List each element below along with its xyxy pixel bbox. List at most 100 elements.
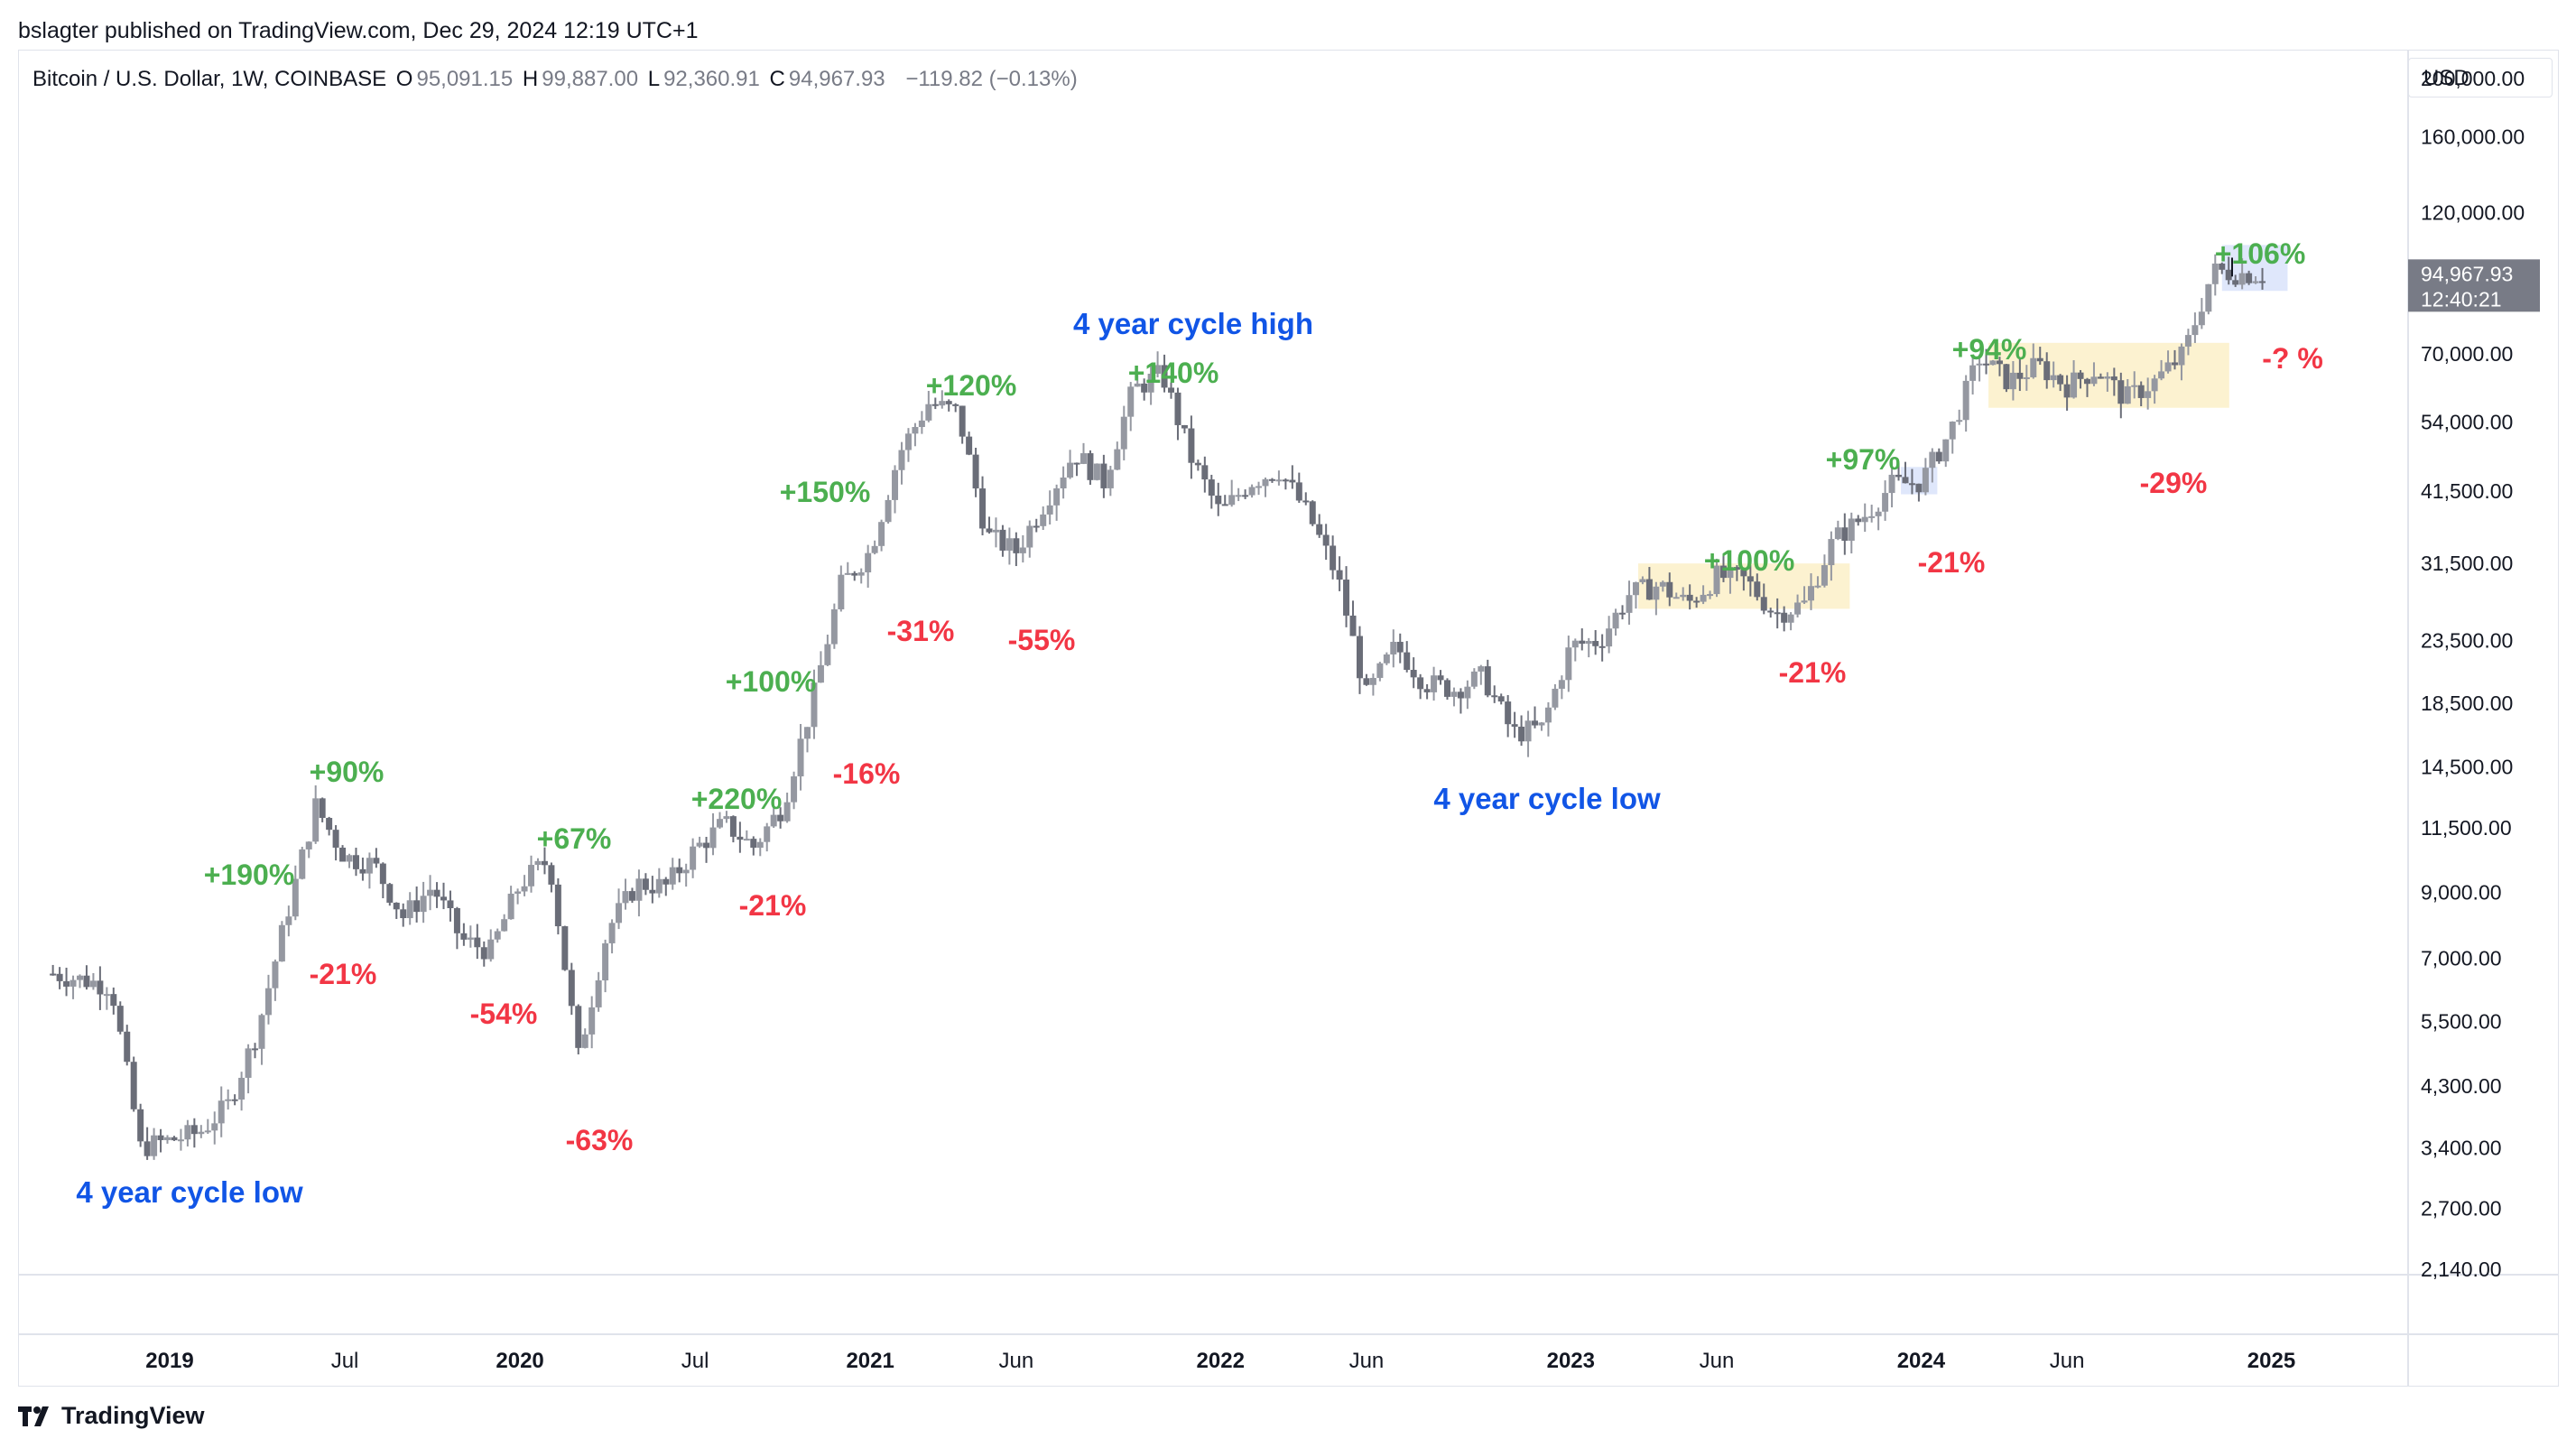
gain-annotation[interactable]: +100% [726, 665, 817, 698]
high-label: H [522, 67, 539, 91]
candle-body [2110, 376, 2117, 381]
cycle-annotation[interactable]: 4 year cycle low [76, 1175, 303, 1209]
candle-body [1976, 363, 1983, 366]
candle-body [663, 878, 670, 885]
drawdown-annotation[interactable]: -31% [887, 615, 955, 647]
gain-annotation[interactable]: +67% [537, 822, 612, 855]
candle-body [1147, 373, 1154, 393]
candle-body [76, 975, 83, 980]
drawdown-annotation[interactable]: -? % [2262, 342, 2323, 375]
candle-body [1013, 538, 1020, 553]
drawdown-annotation[interactable]: -63% [566, 1124, 634, 1156]
drawdown-annotation[interactable]: -55% [1008, 624, 1076, 656]
candle-body [1929, 451, 1936, 469]
cycle-annotation[interactable]: 4 year cycle low [1433, 782, 1661, 815]
candle-body [1154, 365, 1162, 374]
candle-body [2238, 273, 2246, 285]
candle-body [2097, 376, 2104, 379]
candle-body [1565, 647, 1572, 681]
candle-body [1538, 722, 1545, 726]
x-tick-label: Jun [1349, 1349, 1385, 1373]
gain-annotation[interactable]: +190% [204, 859, 295, 891]
gain-annotation[interactable]: +120% [926, 369, 1017, 402]
candle-body [561, 926, 569, 970]
candle-body [2211, 263, 2219, 284]
candle-body [218, 1100, 225, 1124]
candle-body [945, 401, 952, 404]
gain-annotation[interactable]: +97% [1826, 443, 1901, 476]
candle-body [608, 923, 616, 943]
y-tick-label: 54,000.00 [2421, 410, 2513, 433]
gain-annotation[interactable]: +94% [1952, 333, 2027, 366]
candle-body [952, 404, 959, 406]
candle-body [966, 436, 973, 455]
candle-body [1356, 636, 1363, 679]
candle-body [1242, 495, 1249, 497]
candle-body [1275, 479, 1283, 482]
gain-annotation[interactable]: +100% [1704, 544, 1795, 577]
candle-body [1808, 586, 1815, 601]
candle-body [783, 802, 791, 821]
candle-body [1005, 538, 1013, 551]
candle-body [1040, 514, 1047, 526]
candle-body [939, 401, 946, 406]
y-tick-label: 120,000.00 [2421, 200, 2525, 224]
candle-body [2184, 335, 2191, 347]
candle-body [2205, 283, 2212, 312]
candle-body [1464, 686, 1471, 699]
gain-annotation[interactable]: +150% [780, 476, 871, 508]
candle-body [1336, 570, 1343, 580]
drawdown-annotation[interactable]: -54% [470, 998, 538, 1030]
gain-annotation[interactable]: +140% [1128, 357, 1219, 389]
drawdown-annotation[interactable]: -21% [310, 958, 377, 990]
candle-body [480, 947, 487, 960]
candle-body [97, 980, 104, 995]
candle-body [817, 664, 824, 683]
candle-body [252, 1048, 259, 1051]
candle-body [1760, 597, 1767, 611]
candle-body [1423, 689, 1431, 692]
candle-body [1915, 483, 1923, 493]
candle-body [1639, 579, 1646, 582]
candle-body [716, 819, 723, 828]
candle-body [1174, 392, 1181, 425]
y-tick-label: 31,500.00 [2421, 552, 2513, 575]
gain-annotation[interactable]: +220% [691, 783, 783, 815]
candle-body [777, 814, 784, 821]
candle-body [703, 842, 710, 849]
drawdown-annotation[interactable]: -29% [2140, 467, 2208, 499]
candle-body [756, 841, 764, 849]
candle-body [1505, 701, 1512, 725]
candle-body [474, 937, 481, 948]
symbol-name[interactable]: Bitcoin / U.S. Dollar, 1W, COINBASE [32, 67, 387, 91]
candle-body [1983, 363, 1990, 366]
drawdown-annotation[interactable]: -21% [1918, 546, 1986, 579]
candle-body [1571, 640, 1579, 648]
candle-body [1087, 453, 1094, 480]
cycle-annotation[interactable]: 4 year cycle high [1073, 307, 1313, 340]
drawdown-annotation[interactable]: -16% [833, 757, 901, 790]
candle-body [272, 961, 279, 989]
candle-body [1470, 671, 1478, 687]
candle-body [649, 889, 656, 894]
drawdown-annotation[interactable]: -21% [1779, 656, 1847, 689]
gain-annotation[interactable]: +106% [2215, 237, 2306, 270]
y-tick-label: 2,700.00 [2421, 1196, 2502, 1220]
candle-body [225, 1099, 232, 1101]
candle-body [264, 988, 272, 1016]
y-tick-label: 5,500.00 [2421, 1010, 2502, 1034]
candle-body [69, 979, 77, 987]
candle-body [1363, 678, 1370, 685]
candle-body [1235, 495, 1242, 497]
candle-body [2252, 281, 2259, 283]
y-tick-label: 160,000.00 [2421, 125, 2525, 149]
candle-body [1443, 680, 1450, 697]
x-tick-label: Jun [2050, 1349, 2085, 1373]
candle-body [892, 469, 899, 500]
drawdown-annotation[interactable]: -21% [739, 889, 807, 922]
x-tick-label: 2025 [2247, 1349, 2295, 1373]
gain-annotation[interactable]: +90% [310, 756, 385, 788]
candle-body [764, 826, 771, 842]
tradingview-logo[interactable]: TradingView [18, 1402, 205, 1430]
